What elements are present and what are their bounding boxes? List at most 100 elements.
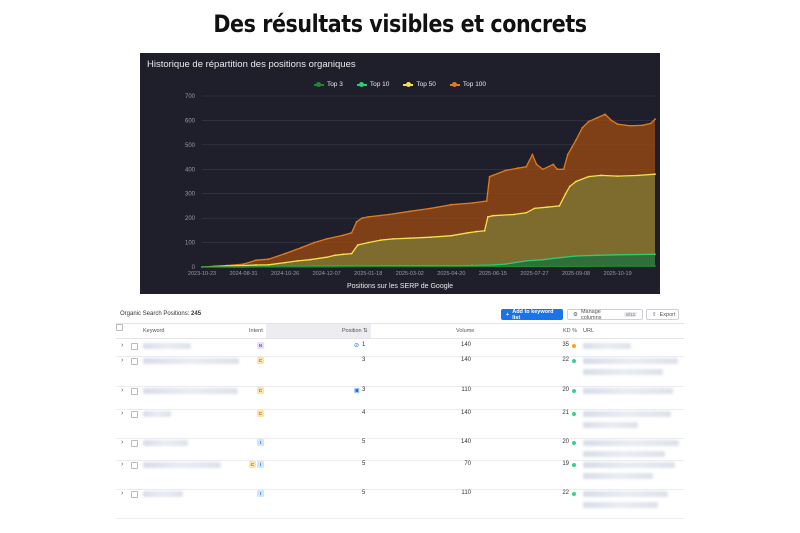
row-checkbox[interactable] — [131, 440, 138, 447]
x-tick-label: 2023-10-23 — [188, 271, 216, 277]
row-checkbox[interactable] — [131, 388, 138, 395]
row-checkbox[interactable] — [131, 491, 138, 498]
point-top-100 — [587, 120, 590, 123]
expand-chevron-icon[interactable]: › — [121, 387, 124, 394]
table-row[interactable]: › C 4 140 21 — [116, 409, 684, 439]
col-position[interactable]: Position — [342, 328, 362, 334]
url-redacted[interactable] — [583, 343, 631, 349]
url-redacted[interactable] — [583, 473, 653, 479]
select-all-checkbox[interactable] — [116, 324, 123, 331]
col-url[interactable]: URL — [583, 328, 595, 334]
point-top-50 — [564, 192, 567, 195]
point-top-50 — [575, 180, 577, 183]
area-chart: 0 100 200 300 400 500 600 700 2023-10-23 2024-08-… — [185, 94, 656, 277]
point-top-10 — [504, 263, 507, 265]
col-volume[interactable]: Volume — [456, 328, 475, 334]
expand-chevron-icon[interactable]: › — [121, 357, 124, 364]
point-top-3 — [325, 265, 328, 268]
keyword-redacted — [143, 491, 183, 497]
export-button[interactable]: ⇪ Export — [646, 309, 679, 320]
table-row[interactable]: › N ⊘ 1 140 35 — [116, 341, 684, 357]
kd-status-dot — [572, 389, 576, 393]
point-top-100 — [342, 234, 345, 237]
expand-chevron-icon[interactable]: › — [121, 490, 124, 497]
point-top-50 — [408, 237, 411, 240]
expand-chevron-icon[interactable]: › — [121, 439, 124, 446]
x-tick-label: 2025-09-08 — [562, 271, 590, 277]
expand-chevron-icon[interactable]: › — [121, 410, 124, 417]
point-top-3 — [654, 265, 656, 267]
point-top-50 — [325, 256, 328, 259]
col-intent[interactable]: Intent — [249, 328, 263, 334]
legend-item-top-50[interactable]: Top 50 — [403, 81, 436, 88]
point-top-100 — [581, 126, 584, 129]
legend-label: Top 3 — [326, 81, 343, 88]
organic-positions-table: Organic Search Positions: 245 + Add to k… — [116, 306, 684, 533]
position-value: 5 — [362, 490, 366, 496]
table-row[interactable]: › C 3 140 22 — [116, 356, 684, 387]
col-keyword[interactable]: Keyword — [143, 328, 165, 334]
url-redacted[interactable] — [583, 502, 658, 508]
position-value: 4 — [362, 410, 366, 416]
point-top-50 — [342, 253, 345, 256]
url-redacted[interactable] — [583, 462, 675, 468]
y-tick-label: 500 — [185, 143, 196, 149]
table-row[interactable]: › I 5 110 22 — [116, 489, 684, 519]
y-tick-label: 600 — [185, 118, 196, 124]
legend-label: Top 100 — [462, 81, 487, 88]
legend-item-top-10[interactable]: Top 10 — [356, 81, 389, 88]
position-value: 3 — [362, 357, 366, 363]
url-redacted[interactable] — [583, 451, 665, 457]
point-top-100 — [267, 258, 270, 261]
url-redacted[interactable] — [583, 491, 668, 497]
x-tick-label: 2025-07-27 — [520, 271, 548, 277]
kd-value: 35 — [562, 342, 569, 348]
expand-chevron-icon[interactable]: › — [121, 342, 124, 349]
legend-label: Top 50 — [416, 81, 436, 88]
row-checkbox[interactable] — [131, 411, 138, 418]
point-top-100 — [355, 220, 358, 223]
line-top-50 — [201, 173, 656, 268]
point-top-100 — [429, 207, 432, 210]
url-redacted[interactable] — [583, 411, 671, 417]
chart-title: Historique de répartition des positions … — [147, 59, 356, 70]
table-row[interactable]: › I 5 140 20 — [116, 438, 684, 461]
table-row[interactable]: › C ▣ 3 110 20 — [116, 386, 684, 410]
sort-icon[interactable]: ⇅ — [363, 328, 368, 334]
point-top-100 — [313, 241, 316, 244]
url-redacted[interactable] — [583, 358, 678, 364]
point-top-50 — [546, 206, 548, 209]
legend-item-top-100[interactable]: Top 100 — [449, 81, 487, 88]
plus-icon: + — [506, 311, 510, 318]
row-checkbox[interactable] — [131, 343, 138, 350]
url-redacted[interactable] — [583, 440, 679, 446]
kd-status-dot — [572, 492, 576, 496]
expand-chevron-icon[interactable]: › — [121, 461, 124, 468]
manage-columns-button[interactable]: ⚙ Manage columns 8/12 — [567, 309, 643, 321]
point-top-50 — [334, 254, 336, 257]
url-redacted[interactable] — [583, 388, 673, 394]
table-heading-label: Organic Search Positions: — [120, 311, 190, 317]
kd-value: 20 — [562, 387, 569, 393]
kd-value: 22 — [562, 357, 569, 363]
position-value: 5 — [362, 461, 366, 467]
point-top-50 — [379, 239, 382, 242]
point-top-100 — [284, 252, 287, 255]
row-checkbox[interactable] — [131, 358, 138, 365]
table-row[interactable]: › C I 5 70 19 — [116, 460, 684, 490]
point-top-50 — [654, 173, 656, 176]
url-redacted[interactable] — [583, 369, 663, 375]
point-top-10 — [541, 258, 544, 261]
row-checkbox[interactable] — [131, 462, 138, 469]
point-top-100 — [255, 259, 257, 262]
point-top-50 — [296, 259, 299, 262]
url-redacted[interactable] — [583, 422, 638, 428]
point-top-3 — [284, 265, 287, 268]
col-kd[interactable]: KD % — [563, 328, 578, 334]
y-tick-label: 400 — [185, 167, 196, 173]
legend-item-top-3[interactable]: Top 3 — [313, 81, 343, 88]
point-top-3 — [408, 265, 411, 268]
point-top-100 — [595, 117, 598, 119]
add-to-keyword-list-button[interactable]: + Add to keyword list — [501, 309, 563, 321]
point-top-50 — [533, 207, 536, 210]
